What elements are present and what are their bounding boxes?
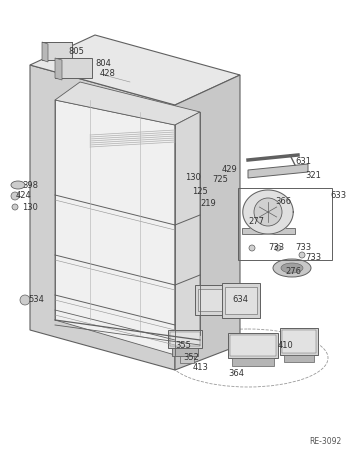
Text: 352: 352 (183, 353, 199, 362)
Text: 424: 424 (16, 192, 32, 201)
Text: 364: 364 (228, 370, 244, 379)
Polygon shape (280, 328, 318, 355)
Text: 277: 277 (248, 217, 264, 226)
Polygon shape (248, 164, 308, 178)
Text: 805: 805 (68, 48, 84, 57)
Circle shape (249, 245, 255, 251)
Text: 429: 429 (222, 164, 238, 173)
Polygon shape (242, 228, 295, 234)
Text: RE-3092: RE-3092 (310, 437, 342, 445)
Text: 398: 398 (22, 180, 38, 189)
Text: 631: 631 (295, 158, 311, 167)
Text: 321: 321 (305, 170, 321, 179)
Polygon shape (55, 100, 175, 355)
Circle shape (12, 204, 18, 210)
Polygon shape (168, 330, 202, 348)
Polygon shape (232, 358, 274, 366)
Text: 634: 634 (232, 295, 248, 304)
Text: 534: 534 (28, 295, 44, 304)
Polygon shape (225, 287, 257, 314)
Circle shape (275, 245, 281, 251)
Circle shape (202, 198, 212, 208)
Polygon shape (228, 333, 278, 358)
Text: 733: 733 (305, 252, 321, 261)
Ellipse shape (11, 181, 25, 189)
Text: 125: 125 (192, 188, 208, 197)
Polygon shape (42, 42, 72, 60)
Circle shape (11, 192, 19, 200)
Polygon shape (30, 35, 240, 105)
Text: 410: 410 (278, 341, 294, 350)
Text: 130: 130 (22, 202, 38, 212)
Ellipse shape (281, 263, 303, 273)
Text: 804: 804 (95, 58, 111, 67)
Circle shape (254, 198, 282, 226)
Polygon shape (172, 348, 198, 356)
Text: 733: 733 (268, 244, 284, 252)
Polygon shape (282, 330, 316, 353)
Text: 366: 366 (275, 198, 291, 207)
Ellipse shape (200, 189, 210, 197)
Text: 413: 413 (193, 363, 209, 372)
Text: 633: 633 (330, 191, 346, 199)
Text: 130: 130 (185, 173, 201, 183)
Circle shape (178, 173, 188, 183)
Polygon shape (284, 355, 314, 362)
Polygon shape (222, 283, 260, 318)
Text: 276: 276 (285, 268, 301, 276)
Polygon shape (55, 82, 200, 125)
Text: 725: 725 (212, 175, 228, 184)
Polygon shape (170, 332, 200, 346)
Ellipse shape (273, 259, 311, 277)
Polygon shape (55, 58, 62, 80)
Polygon shape (180, 356, 194, 363)
Text: 355: 355 (175, 341, 191, 350)
Polygon shape (55, 58, 92, 78)
Circle shape (20, 295, 30, 305)
Text: 733: 733 (295, 244, 311, 252)
Polygon shape (243, 190, 293, 234)
Polygon shape (230, 335, 276, 356)
Circle shape (299, 252, 305, 258)
Text: 219: 219 (200, 198, 216, 207)
Ellipse shape (202, 168, 228, 188)
Polygon shape (42, 42, 48, 62)
Text: 428: 428 (100, 69, 116, 78)
Polygon shape (30, 65, 175, 370)
Polygon shape (198, 289, 222, 311)
Polygon shape (175, 112, 200, 355)
Ellipse shape (208, 173, 222, 183)
Polygon shape (175, 75, 240, 370)
Polygon shape (195, 285, 225, 315)
